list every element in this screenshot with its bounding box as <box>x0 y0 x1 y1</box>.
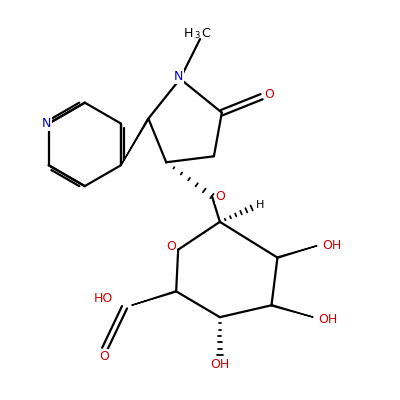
Text: O: O <box>99 350 109 364</box>
Text: O: O <box>216 190 226 203</box>
Text: 3: 3 <box>194 32 200 40</box>
Text: N: N <box>174 70 183 83</box>
Polygon shape <box>132 291 176 305</box>
Text: H: H <box>184 27 194 40</box>
Text: OH: OH <box>322 239 342 252</box>
Text: OH: OH <box>210 358 230 371</box>
Text: C: C <box>202 27 210 40</box>
Polygon shape <box>271 305 313 317</box>
Text: H: H <box>256 200 264 210</box>
Text: O: O <box>264 88 274 101</box>
Polygon shape <box>121 118 149 165</box>
Text: N: N <box>42 117 51 130</box>
Polygon shape <box>277 246 317 258</box>
Text: OH: OH <box>318 313 338 326</box>
Text: HO: HO <box>94 292 114 305</box>
Text: O: O <box>166 240 176 253</box>
